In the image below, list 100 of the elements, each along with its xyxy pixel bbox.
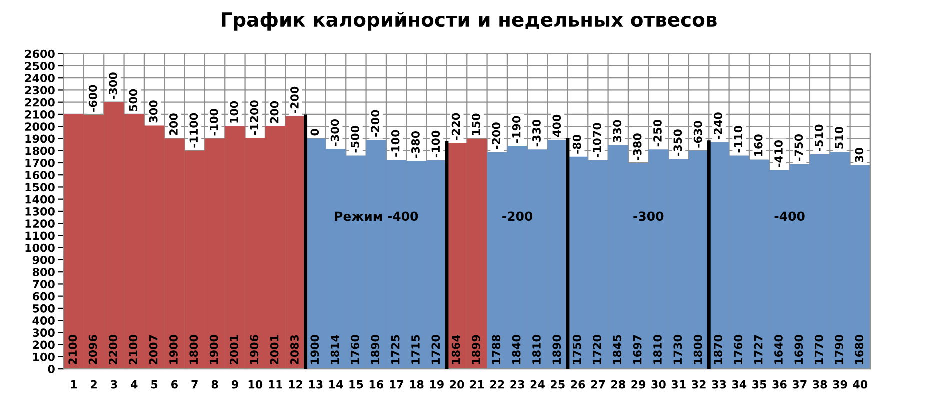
x-tick-label: 33	[712, 380, 726, 389]
y-tick-label: 1800	[26, 146, 55, 156]
annotation: -80	[572, 134, 582, 154]
x-tick-label: 24	[530, 380, 545, 389]
data-label: 1770	[814, 335, 824, 364]
data-label: 1640	[774, 335, 783, 364]
x-tick-label: 3	[111, 380, 118, 389]
x-tick-label: 4	[131, 380, 138, 389]
data-label: 1760	[351, 335, 360, 364]
x-tick-label: 16	[370, 380, 384, 389]
data-label: 1870	[714, 335, 722, 364]
x-tick-label: 15	[350, 380, 364, 389]
annotation: -1100	[190, 113, 198, 148]
y-tick-label: 1300	[26, 207, 55, 216]
x-tick-label: 13	[309, 380, 323, 389]
annotation: -240	[714, 112, 722, 140]
annotation: 500	[129, 89, 138, 112]
annotation: 160	[754, 134, 763, 156]
y-tick-label: 0	[48, 365, 55, 374]
annotation: -100	[210, 109, 218, 136]
data-label: 1697	[633, 335, 642, 364]
annotation: -400	[774, 212, 805, 222]
data-label: 2083	[290, 335, 299, 365]
annotation: -510	[814, 124, 824, 152]
annotation: -1200	[250, 100, 259, 135]
data-label: 1899	[472, 335, 480, 364]
y-tick-label: 2200	[25, 98, 55, 107]
y-tick-label: 600	[32, 292, 55, 301]
y-tick-label: 1200	[26, 220, 55, 228]
annotation: -300	[109, 72, 118, 100]
annotation: -600	[88, 85, 98, 112]
annotation: -750	[794, 134, 804, 162]
y-tick-label: 800	[32, 268, 55, 276]
data-label: 2100	[129, 335, 138, 365]
annotation: 0	[310, 129, 320, 136]
data-label: 1760	[734, 335, 743, 364]
y-tick-label: 2500	[25, 62, 55, 70]
x-tick-label: 40	[853, 380, 868, 389]
data-label: 1845	[613, 335, 622, 364]
x-tick-label: 35	[752, 380, 766, 389]
x-tick-label: 21	[470, 380, 484, 389]
annotation: -330	[532, 120, 541, 147]
data-label: 1725	[391, 335, 400, 364]
data-label: 1750	[572, 335, 582, 364]
y-tick-label: 2000	[25, 122, 55, 131]
data-label: 1720	[432, 335, 440, 364]
y-tick-label: 1500	[26, 183, 55, 192]
x-tick-label: 8	[212, 380, 218, 389]
x-tick-label: 9	[232, 380, 238, 389]
data-label: 1727	[754, 335, 763, 364]
annotation: -410	[774, 140, 783, 168]
annotation: -380	[633, 134, 642, 160]
x-tick-label: 29	[632, 380, 646, 389]
x-tick-label: 10	[248, 380, 263, 389]
annotation: 30	[855, 148, 864, 162]
annotation: -300	[330, 119, 340, 146]
x-tick-label: 7	[192, 380, 198, 389]
data-label: 1810	[654, 335, 662, 364]
y-tick-label: 1100	[26, 232, 55, 240]
x-tick-label: 38	[813, 380, 828, 389]
data-label: 1814	[330, 335, 340, 364]
x-tick-label: 37	[792, 380, 807, 389]
data-label: 1890	[371, 335, 380, 364]
y-tick-label: 1400	[26, 195, 55, 204]
data-label: 1810	[532, 335, 541, 364]
annotation: 400	[552, 114, 562, 138]
x-tick-label: 20	[450, 380, 464, 389]
x-tick-label: 18	[410, 380, 424, 389]
y-tick-label: 1900	[26, 134, 55, 144]
annotation: Режим -400	[335, 212, 418, 222]
annotation: -200	[371, 110, 380, 137]
data-label: 1720	[593, 335, 602, 364]
annotation: -630	[694, 121, 702, 148]
data-label: 2100	[68, 335, 78, 365]
data-label: 1788	[492, 335, 501, 364]
annotation: -1070	[593, 123, 602, 158]
x-tick-label: 19	[430, 380, 444, 389]
annotation: 200	[170, 114, 178, 136]
annotation: -500	[351, 126, 360, 153]
annotation: -350	[674, 130, 682, 156]
annotation: 200	[270, 101, 279, 124]
data-label: 2096	[88, 335, 98, 365]
data-label: 1900	[170, 335, 178, 364]
y-tick-label: 300	[33, 328, 55, 338]
x-tick-label: 12	[289, 380, 302, 389]
annotation: 510	[835, 126, 844, 149]
data-label: 1900	[210, 335, 218, 364]
x-tick-label: 17	[390, 380, 404, 389]
data-label: 1690	[794, 335, 804, 364]
x-tick-label: 36	[772, 380, 787, 389]
data-label: 1715	[412, 335, 420, 364]
x-tick-label: 5	[152, 380, 158, 389]
annotation: -110	[734, 126, 743, 153]
annotation: -200	[492, 122, 501, 150]
y-tick-label: 1000	[26, 244, 55, 252]
y-tick-label: 2100	[25, 110, 55, 119]
data-label: 1900	[310, 335, 320, 364]
y-tick-label: 200	[33, 340, 55, 350]
data-label: 1680	[855, 335, 864, 364]
data-label: 1890	[552, 335, 562, 364]
